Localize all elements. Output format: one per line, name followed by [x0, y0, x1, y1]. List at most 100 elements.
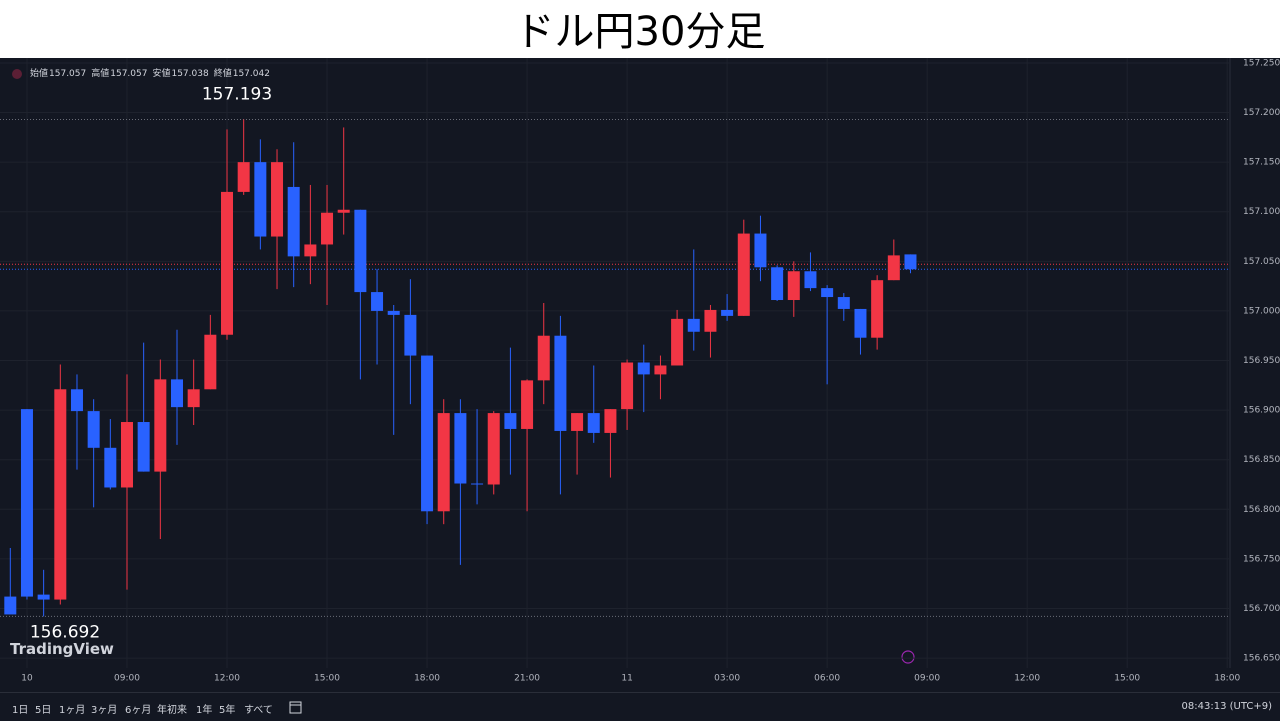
candle-body	[337, 209, 350, 213]
candle-body	[54, 389, 67, 600]
x-tick-label: 18:00	[414, 674, 440, 684]
logo: TradingView	[10, 640, 114, 658]
low-label: 156.692	[30, 622, 100, 642]
candle-body	[671, 318, 684, 366]
range-button[interactable]: 5日	[35, 705, 52, 716]
y-tick-label: 157.000	[1243, 306, 1280, 316]
candle-body	[137, 422, 150, 472]
range-button[interactable]: 1年	[196, 705, 213, 716]
range-button[interactable]: 1ヶ月	[59, 705, 86, 716]
y-tick-label: 157.250	[1243, 58, 1280, 68]
candle-body	[171, 379, 183, 408]
candle-body	[20, 409, 33, 597]
x-tick-label: 15:00	[1114, 674, 1140, 684]
y-tick-label: 156.650	[1243, 654, 1280, 664]
candle-body	[120, 422, 133, 488]
legend-label: 終値	[213, 69, 232, 79]
y-tick-label: 157.200	[1243, 108, 1280, 118]
candle-body	[521, 380, 534, 429]
candle-body	[604, 409, 617, 433]
candle-body	[304, 244, 317, 257]
candle-body	[854, 308, 867, 338]
candle-body	[404, 314, 417, 356]
candle-body	[571, 413, 584, 431]
legend: 始値157.057 高値157.057 安値157.038 終値157.042	[12, 66, 275, 79]
y-tick-label: 157.150	[1243, 158, 1280, 168]
y-tick-label: 157.050	[1243, 257, 1280, 267]
range-button[interactable]: 6ヶ月	[125, 705, 152, 716]
candle-body	[421, 355, 434, 512]
x-tick-label: 12:00	[1014, 674, 1040, 684]
candle-body	[104, 447, 117, 488]
candle-body	[187, 389, 200, 408]
candle-body	[837, 297, 850, 309]
candle-body	[587, 413, 600, 433]
candle-body	[554, 335, 567, 431]
range-button[interactable]: 5年	[219, 705, 236, 716]
x-tick-label: 18:00	[1214, 674, 1240, 684]
candle-body	[154, 379, 167, 472]
x-tick-label: 12:00	[214, 674, 240, 684]
y-tick-label: 156.950	[1243, 356, 1280, 366]
candle-body	[70, 389, 83, 412]
candle-body	[537, 335, 550, 381]
range-button[interactable]: すべて	[244, 705, 273, 716]
candle-body	[771, 267, 784, 301]
candle-body	[37, 594, 50, 600]
high-label: 157.193	[202, 84, 272, 104]
candle-body	[821, 288, 834, 298]
candle-body	[387, 310, 400, 315]
chart-background	[0, 58, 1280, 692]
y-tick-label: 157.100	[1243, 207, 1280, 217]
legend-value: 157.057	[110, 69, 148, 79]
candle-body	[487, 413, 500, 485]
candle-body	[287, 186, 300, 257]
candle-body	[371, 292, 384, 311]
candle-body	[204, 334, 217, 390]
toolbar: 08:43:13 (UTC+9) 1日 5日 1ヶ月 3ヶ月 6ヶ月 年初来 1年 5年 すべて	[0, 692, 1280, 721]
legend-label: 高値	[91, 69, 110, 79]
candle-body	[754, 233, 767, 268]
x-tick-label: 11	[621, 674, 632, 684]
x-tick-label: 09:00	[114, 674, 140, 684]
candle-body	[704, 309, 717, 332]
legend-value: 157.057	[49, 69, 87, 79]
range-button[interactable]: 1日	[12, 705, 29, 716]
clock: 08:43:13 (UTC+9)	[1181, 701, 1272, 712]
chart: 156.650 156.700 156.750 156.800 156.850 156.9…	[0, 58, 1280, 692]
candle-body	[221, 191, 234, 335]
legend-value: 157.038	[171, 69, 209, 79]
candle-body	[721, 309, 734, 316]
page-title: ドル円30分足	[514, 9, 766, 55]
candle-body	[471, 483, 484, 485]
candle-body	[621, 362, 634, 410]
candle-body	[354, 209, 367, 293]
calendar-icon[interactable]	[289, 699, 303, 715]
candle-body	[504, 413, 517, 429]
candle-body	[637, 362, 650, 375]
x-tick-label: 09:00	[914, 674, 940, 684]
candle-body	[454, 413, 467, 484]
x-tick-label: 10	[21, 674, 33, 684]
y-tick-label: 156.800	[1243, 505, 1280, 515]
x-tick-label: 21:00	[514, 674, 540, 684]
candle-body	[321, 212, 334, 245]
range-button[interactable]: 3ヶ月	[91, 705, 118, 716]
range-button[interactable]: 年初来	[157, 705, 187, 716]
alert-icon[interactable]	[901, 650, 915, 664]
candle-body	[237, 162, 250, 192]
candle-body	[804, 271, 817, 289]
candle-body	[904, 254, 917, 270]
candle-body	[737, 233, 750, 316]
legend-value: 157.042	[232, 69, 270, 79]
legend-label: 始値	[30, 69, 49, 79]
candle-body	[687, 318, 700, 332]
candle-body	[871, 280, 884, 338]
y-tick-label: 156.700	[1243, 604, 1280, 614]
symbol-icon	[12, 68, 22, 79]
y-tick-label: 156.850	[1243, 455, 1280, 465]
candle-body	[437, 413, 450, 512]
candle-body	[787, 271, 800, 301]
x-tick-label: 03:00	[714, 674, 740, 684]
